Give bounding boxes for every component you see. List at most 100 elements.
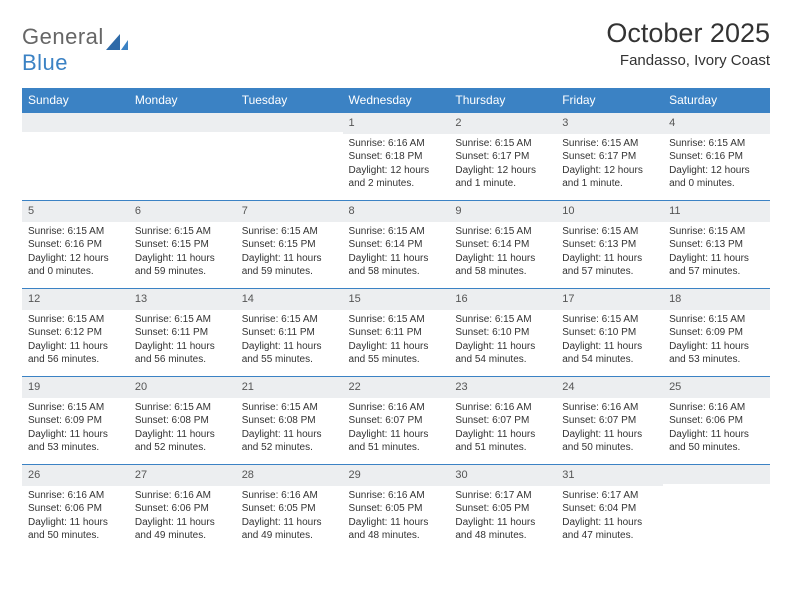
day-body: Sunrise: 6:16 AMSunset: 6:05 PMDaylight:… <box>236 486 343 547</box>
calendar-cell: 4Sunrise: 6:15 AMSunset: 6:16 PMDaylight… <box>663 113 770 201</box>
sunrise-text: Sunrise: 6:15 AM <box>562 137 657 151</box>
sunset-text: Sunset: 6:17 PM <box>455 150 550 164</box>
daylight-text: Daylight: 11 hours and 53 minutes. <box>28 428 123 455</box>
sunset-text: Sunset: 6:04 PM <box>562 502 657 516</box>
daylight-text: Daylight: 12 hours and 0 minutes. <box>28 252 123 279</box>
daylight-text: Daylight: 11 hours and 47 minutes. <box>562 516 657 543</box>
calendar-cell: 2Sunrise: 6:15 AMSunset: 6:17 PMDaylight… <box>449 113 556 201</box>
calendar-cell: 26Sunrise: 6:16 AMSunset: 6:06 PMDayligh… <box>22 465 129 553</box>
sunset-text: Sunset: 6:09 PM <box>669 326 764 340</box>
daylight-text: Daylight: 11 hours and 50 minutes. <box>562 428 657 455</box>
day-body: Sunrise: 6:17 AMSunset: 6:05 PMDaylight:… <box>449 486 556 547</box>
day-body: Sunrise: 6:15 AMSunset: 6:16 PMDaylight:… <box>22 222 129 283</box>
page-subtitle: Fandasso, Ivory Coast <box>606 52 770 69</box>
sunset-text: Sunset: 6:08 PM <box>135 414 230 428</box>
day-number: 10 <box>556 201 663 222</box>
calendar-cell: 25Sunrise: 6:16 AMSunset: 6:06 PMDayligh… <box>663 377 770 465</box>
calendar-cell: 15Sunrise: 6:15 AMSunset: 6:11 PMDayligh… <box>343 289 450 377</box>
daylight-text: Daylight: 12 hours and 1 minute. <box>562 164 657 191</box>
day-body: Sunrise: 6:15 AMSunset: 6:09 PMDaylight:… <box>663 310 770 371</box>
day-body: Sunrise: 6:16 AMSunset: 6:07 PMDaylight:… <box>449 398 556 459</box>
daylight-text: Daylight: 11 hours and 50 minutes. <box>28 516 123 543</box>
calendar-cell: 28Sunrise: 6:16 AMSunset: 6:05 PMDayligh… <box>236 465 343 553</box>
day-body: Sunrise: 6:15 AMSunset: 6:15 PMDaylight:… <box>236 222 343 283</box>
calendar-table: SundayMondayTuesdayWednesdayThursdayFrid… <box>22 88 770 553</box>
calendar-cell <box>663 465 770 553</box>
daylight-text: Daylight: 11 hours and 54 minutes. <box>455 340 550 367</box>
logo-word-2: Blue <box>22 50 68 75</box>
sunrise-text: Sunrise: 6:15 AM <box>455 313 550 327</box>
day-body: Sunrise: 6:16 AMSunset: 6:07 PMDaylight:… <box>556 398 663 459</box>
daylight-text: Daylight: 11 hours and 58 minutes. <box>349 252 444 279</box>
calendar-cell: 20Sunrise: 6:15 AMSunset: 6:08 PMDayligh… <box>129 377 236 465</box>
sunrise-text: Sunrise: 6:16 AM <box>242 489 337 503</box>
title-block: October 2025 Fandasso, Ivory Coast <box>606 18 770 69</box>
day-body: Sunrise: 6:15 AMSunset: 6:11 PMDaylight:… <box>129 310 236 371</box>
sunset-text: Sunset: 6:07 PM <box>455 414 550 428</box>
daylight-text: Daylight: 11 hours and 48 minutes. <box>455 516 550 543</box>
day-body: Sunrise: 6:16 AMSunset: 6:06 PMDaylight:… <box>663 398 770 459</box>
daylight-text: Daylight: 11 hours and 53 minutes. <box>669 340 764 367</box>
calendar-cell: 22Sunrise: 6:16 AMSunset: 6:07 PMDayligh… <box>343 377 450 465</box>
sunrise-text: Sunrise: 6:16 AM <box>349 137 444 151</box>
day-number: 5 <box>22 201 129 222</box>
day-body: Sunrise: 6:15 AMSunset: 6:08 PMDaylight:… <box>236 398 343 459</box>
sunrise-text: Sunrise: 6:15 AM <box>669 225 764 239</box>
sunrise-text: Sunrise: 6:15 AM <box>455 137 550 151</box>
day-body: Sunrise: 6:15 AMSunset: 6:13 PMDaylight:… <box>663 222 770 283</box>
calendar-cell: 12Sunrise: 6:15 AMSunset: 6:12 PMDayligh… <box>22 289 129 377</box>
sunrise-text: Sunrise: 6:15 AM <box>28 401 123 415</box>
sunset-text: Sunset: 6:07 PM <box>562 414 657 428</box>
day-number: 3 <box>556 113 663 134</box>
calendar-cell: 31Sunrise: 6:17 AMSunset: 6:04 PMDayligh… <box>556 465 663 553</box>
sunrise-text: Sunrise: 6:16 AM <box>349 401 444 415</box>
sunset-text: Sunset: 6:16 PM <box>669 150 764 164</box>
sunset-text: Sunset: 6:05 PM <box>242 502 337 516</box>
calendar-cell: 29Sunrise: 6:16 AMSunset: 6:05 PMDayligh… <box>343 465 450 553</box>
day-header: Monday <box>129 88 236 113</box>
day-body: Sunrise: 6:15 AMSunset: 6:11 PMDaylight:… <box>343 310 450 371</box>
day-number: 20 <box>129 377 236 398</box>
day-number: 21 <box>236 377 343 398</box>
calendar-cell: 13Sunrise: 6:15 AMSunset: 6:11 PMDayligh… <box>129 289 236 377</box>
sunset-text: Sunset: 6:14 PM <box>349 238 444 252</box>
calendar-cell: 11Sunrise: 6:15 AMSunset: 6:13 PMDayligh… <box>663 201 770 289</box>
day-number <box>236 113 343 132</box>
day-number: 30 <box>449 465 556 486</box>
day-number: 24 <box>556 377 663 398</box>
calendar-week: 26Sunrise: 6:16 AMSunset: 6:06 PMDayligh… <box>22 465 770 553</box>
day-number: 29 <box>343 465 450 486</box>
calendar-week: 12Sunrise: 6:15 AMSunset: 6:12 PMDayligh… <box>22 289 770 377</box>
day-body: Sunrise: 6:15 AMSunset: 6:14 PMDaylight:… <box>343 222 450 283</box>
sunrise-text: Sunrise: 6:15 AM <box>242 313 337 327</box>
calendar-cell <box>22 113 129 201</box>
day-number: 27 <box>129 465 236 486</box>
calendar-week: 19Sunrise: 6:15 AMSunset: 6:09 PMDayligh… <box>22 377 770 465</box>
daylight-text: Daylight: 11 hours and 55 minutes. <box>349 340 444 367</box>
day-number: 19 <box>22 377 129 398</box>
calendar-cell: 18Sunrise: 6:15 AMSunset: 6:09 PMDayligh… <box>663 289 770 377</box>
sunrise-text: Sunrise: 6:16 AM <box>349 489 444 503</box>
day-number: 12 <box>22 289 129 310</box>
calendar-header-row: SundayMondayTuesdayWednesdayThursdayFrid… <box>22 88 770 113</box>
daylight-text: Daylight: 11 hours and 52 minutes. <box>135 428 230 455</box>
calendar-cell: 30Sunrise: 6:17 AMSunset: 6:05 PMDayligh… <box>449 465 556 553</box>
sunrise-text: Sunrise: 6:17 AM <box>562 489 657 503</box>
day-body: Sunrise: 6:15 AMSunset: 6:08 PMDaylight:… <box>129 398 236 459</box>
header: General Blue October 2025 Fandasso, Ivor… <box>22 18 770 76</box>
sunrise-text: Sunrise: 6:16 AM <box>135 489 230 503</box>
day-number: 6 <box>129 201 236 222</box>
day-body: Sunrise: 6:16 AMSunset: 6:07 PMDaylight:… <box>343 398 450 459</box>
calendar-week: 5Sunrise: 6:15 AMSunset: 6:16 PMDaylight… <box>22 201 770 289</box>
sunset-text: Sunset: 6:05 PM <box>455 502 550 516</box>
sunrise-text: Sunrise: 6:15 AM <box>135 225 230 239</box>
daylight-text: Daylight: 12 hours and 0 minutes. <box>669 164 764 191</box>
day-number: 4 <box>663 113 770 134</box>
calendar-week: 1Sunrise: 6:16 AMSunset: 6:18 PMDaylight… <box>22 113 770 201</box>
calendar-cell: 5Sunrise: 6:15 AMSunset: 6:16 PMDaylight… <box>22 201 129 289</box>
day-header: Sunday <box>22 88 129 113</box>
calendar-body: 1Sunrise: 6:16 AMSunset: 6:18 PMDaylight… <box>22 113 770 553</box>
day-header: Tuesday <box>236 88 343 113</box>
sunset-text: Sunset: 6:07 PM <box>349 414 444 428</box>
calendar-cell: 23Sunrise: 6:16 AMSunset: 6:07 PMDayligh… <box>449 377 556 465</box>
